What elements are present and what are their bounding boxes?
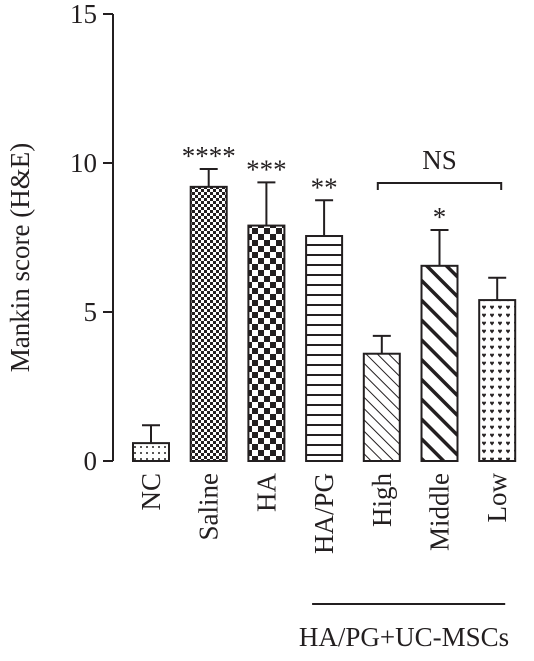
y-tick-label: 5 xyxy=(84,297,98,327)
bar xyxy=(362,352,401,462)
significance-label: * xyxy=(433,202,447,232)
significance-label: **** xyxy=(182,141,236,171)
y-tick-label: 0 xyxy=(84,446,98,476)
axes: 0 5 10 15 Mankin score (H&E) NC Saline HA HA/PG H… xyxy=(5,0,512,554)
ns-bracket xyxy=(376,182,503,190)
x-tick-label: NC xyxy=(136,473,166,511)
bar xyxy=(189,185,228,462)
x-tick-label: Saline xyxy=(194,473,224,541)
x-tick-label: HA xyxy=(251,473,281,512)
bars xyxy=(132,167,517,462)
bar xyxy=(420,264,459,462)
significance-label: ** xyxy=(311,172,338,202)
x-tick-label: HA/PG xyxy=(309,473,339,554)
bar xyxy=(305,235,344,462)
y-axis-label: Mankin score (H&E) xyxy=(5,143,35,372)
x-tick-label: Low xyxy=(482,473,512,523)
x-tick-label: High xyxy=(367,473,397,528)
x-tick-label: Middle xyxy=(425,473,455,551)
y-tick-label: 15 xyxy=(70,0,97,29)
group-label: HA/PG+UC-MSCs xyxy=(299,622,509,652)
bar xyxy=(478,299,517,462)
ns-label: NS xyxy=(422,145,457,175)
bar xyxy=(247,224,286,462)
significance-label: *** xyxy=(246,154,287,184)
y-tick-label: 10 xyxy=(70,148,97,178)
bar xyxy=(132,442,170,462)
